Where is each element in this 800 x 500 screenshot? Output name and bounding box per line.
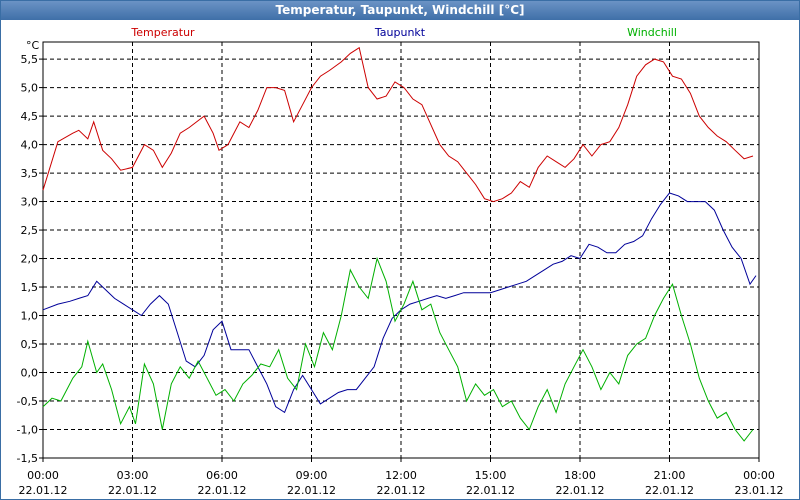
grid [43, 42, 759, 459]
x-tick-time: 12:00 [385, 469, 417, 482]
x-tick-date: 22.01.12 [19, 484, 68, 497]
y-tick-label: 2,5 [21, 224, 39, 237]
series-line-windchill [42, 256, 754, 442]
x-tick-time: 09:00 [296, 469, 328, 482]
tick-labels: -1,5 -1,0 -0,5 0,0 0,5 1,0 1,5 2,0 2,5 3,0 3,5 4,0 4… [17, 53, 784, 497]
y-tick-label: 2,0 [21, 253, 39, 266]
x-tick-date: 22.01.12 [287, 484, 336, 497]
x-tick-date: 22.01.12 [108, 484, 157, 497]
y-axis-label: °C [26, 39, 40, 52]
y-tick-label: 4,0 [21, 139, 39, 152]
y-tick-label: 5,0 [21, 82, 39, 95]
x-tick-time: 18:00 [564, 469, 596, 482]
y-tick-label: 1,5 [21, 281, 39, 294]
y-tick-label: 4,5 [21, 110, 39, 123]
series-line-taupunkt [42, 192, 757, 414]
y-tick-label: 5,5 [21, 53, 39, 66]
legend-temperatur: Temperatur [130, 26, 195, 39]
window-title: Temperatur, Taupunkt, Windchill [°C] [1, 1, 799, 20]
x-tick-time: 00:00 [743, 469, 775, 482]
y-tick-label: -1,0 [17, 424, 38, 437]
x-tick-time: 15:00 [475, 469, 507, 482]
y-tick-label: 0,0 [21, 367, 39, 380]
legend: Temperatur Taupunkt Windchill [130, 26, 677, 39]
x-tick-date: 22.01.12 [198, 484, 247, 497]
legend-windchill: Windchill [627, 26, 677, 39]
y-tick-label: -1,5 [17, 452, 38, 465]
x-tick-date: 22.01.12 [556, 484, 605, 497]
x-tick-time: 03:00 [117, 469, 149, 482]
axes [39, 41, 760, 462]
x-tick-time: 06:00 [206, 469, 238, 482]
y-tick-label: 0,5 [21, 338, 39, 351]
series-lines [42, 46, 757, 442]
series-line-temperatur [42, 46, 754, 203]
y-tick-label: -0,5 [17, 395, 38, 408]
legend-taupunkt: Taupunkt [374, 26, 426, 39]
plot-border [42, 41, 760, 459]
y-tick-label: 1,0 [21, 310, 39, 323]
x-tick-date: 23.01.12 [735, 484, 784, 497]
x-tick-date: 22.01.12 [377, 484, 426, 497]
y-tick-label: 3,0 [21, 196, 39, 209]
y-tick-label: 3,5 [21, 167, 39, 180]
x-tick-date: 22.01.12 [466, 484, 515, 497]
x-tick-date: 22.01.12 [645, 484, 694, 497]
x-tick-time: 21:00 [654, 469, 686, 482]
x-tick-time: 00:00 [27, 469, 59, 482]
